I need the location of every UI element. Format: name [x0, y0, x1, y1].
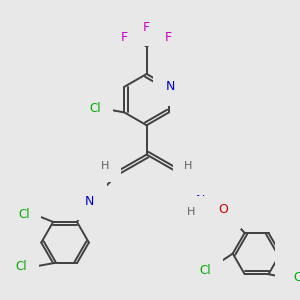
Text: N: N: [166, 80, 175, 93]
Text: N: N: [85, 195, 94, 208]
Text: F: F: [165, 31, 172, 44]
Text: H: H: [184, 160, 192, 171]
Text: O: O: [219, 203, 229, 216]
Text: H: H: [101, 160, 110, 171]
Text: F: F: [121, 31, 128, 44]
Text: Cl: Cl: [15, 260, 27, 273]
Text: H: H: [186, 207, 195, 217]
Text: Cl: Cl: [200, 263, 211, 277]
Text: N: N: [196, 194, 206, 207]
Text: Cl: Cl: [293, 272, 300, 284]
Text: Cl: Cl: [18, 208, 30, 221]
Text: F: F: [143, 21, 150, 34]
Text: Cl: Cl: [89, 102, 101, 115]
